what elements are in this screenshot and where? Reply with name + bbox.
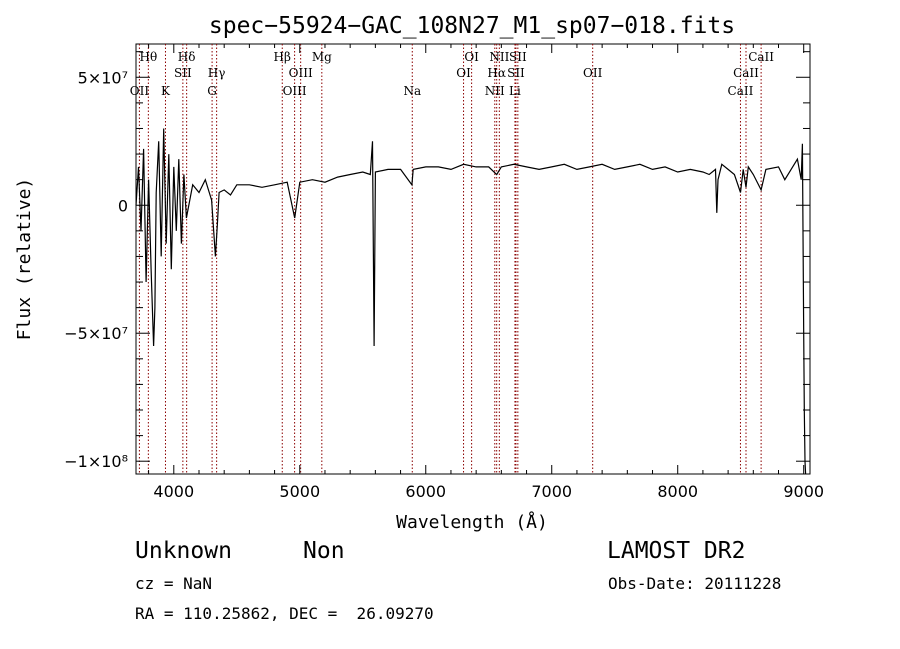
y-tick-label-0: 5×10⁷: [78, 68, 128, 87]
line-label-3-2: G: [207, 84, 217, 98]
spectrum-line: [135, 128, 807, 475]
line-label-1-4: OI: [464, 50, 479, 64]
line-label-3-6: Li: [509, 84, 521, 98]
line-label-1-6: SII: [509, 50, 527, 64]
survey-name: LAMOST DR2: [607, 538, 746, 564]
x-tick-label-4: 8000: [657, 482, 698, 501]
x-axis-title: Wavelength (Å): [396, 511, 548, 533]
line-label-3-0: OII: [130, 84, 150, 98]
object-subclass: Non: [303, 538, 345, 564]
line-label-2-0: SII: [174, 66, 192, 80]
x-tick-label-5: 9000: [783, 482, 824, 501]
x-tick-label-3: 7000: [531, 482, 572, 501]
line-label-3-1: K: [161, 84, 171, 98]
line-label-2-1: Hγ: [208, 66, 226, 80]
line-label-1-5: NII: [489, 50, 509, 64]
y-tick-label-2: −5×10⁷: [64, 324, 128, 343]
line-label-3-5: NII: [485, 84, 505, 98]
chart-title: spec−55924−GAC_108N27_M1_sp07−018.fits: [209, 13, 735, 39]
line-label-1-7: CaII: [748, 50, 774, 64]
x-axis-ticks: 4000 5000 6000 7000 8000 9000: [148, 44, 824, 501]
line-label-1-1: Hδ: [178, 50, 196, 64]
y-axis-title: Flux (relative): [14, 178, 35, 341]
line-label-3-3: OIII: [283, 84, 307, 98]
y-axis-ticks: 5×10⁷ 0 −5×10⁷ −1×10⁸: [64, 51, 810, 471]
line-label-2-6: OII: [583, 66, 603, 80]
redshift-cz: cz = NaN: [135, 574, 213, 593]
observation-date: Obs-Date: 20111228: [608, 574, 782, 593]
x-tick-label-1: 5000: [279, 482, 320, 501]
ra-dec-coordinates: RA = 110.25862, DEC = 26.09270: [135, 604, 434, 623]
line-label-3-7: CaII: [728, 84, 754, 98]
x-tick-label-0: 4000: [153, 482, 194, 501]
line-label-2-5: SII: [507, 66, 525, 80]
line-label-1-2: Hβ: [274, 50, 291, 64]
line-label-2-3: OI: [456, 66, 471, 80]
line-label-3-4: Na: [403, 84, 421, 98]
object-class: Unknown: [135, 538, 232, 564]
spectrum-chart: spec−55924−GAC_108N27_M1_sp07−018.fits H…: [14, 13, 824, 533]
line-label-2-7: CaII: [733, 66, 759, 80]
spectral-line-markers: [138, 44, 762, 474]
plot-frame: [135, 43, 811, 475]
line-label-1-0: Hθ: [139, 50, 157, 64]
line-label-2-4: Hα: [487, 66, 506, 80]
x-tick-label-2: 6000: [405, 482, 446, 501]
line-label-1-3: Mg: [312, 50, 332, 64]
y-tick-label-3: −1×10⁸: [64, 452, 128, 471]
line-label-2-2: OIII: [289, 66, 313, 80]
y-tick-label-1: 0: [118, 196, 128, 215]
